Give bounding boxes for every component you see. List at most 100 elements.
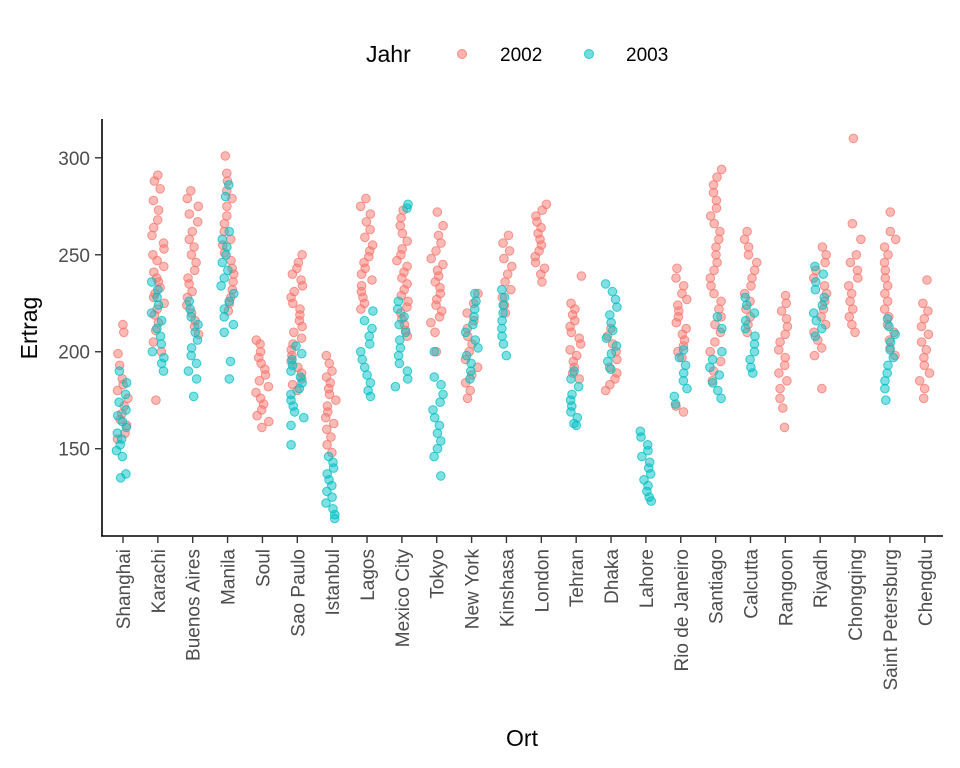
data-point — [426, 317, 436, 328]
data-point — [819, 281, 830, 291]
data-point — [846, 288, 857, 299]
data-point — [435, 397, 445, 408]
data-point — [571, 420, 582, 431]
data-point — [111, 445, 122, 456]
data-point — [711, 250, 721, 260]
data-point — [775, 383, 785, 394]
data-point — [817, 383, 827, 394]
x-tick-label: Santiago — [707, 549, 728, 624]
data-point — [536, 269, 546, 280]
data-point — [707, 354, 718, 365]
data-point — [361, 193, 371, 204]
data-point — [152, 255, 162, 266]
data-point — [432, 443, 443, 454]
data-point — [219, 327, 229, 338]
data-point — [291, 341, 301, 351]
data-point — [740, 323, 751, 334]
data-point — [297, 281, 308, 291]
data-point — [850, 327, 860, 338]
data-point — [191, 358, 202, 369]
data-point — [885, 337, 896, 347]
data-point — [184, 234, 195, 245]
data-point — [159, 261, 169, 272]
data-point — [148, 195, 159, 206]
data-point — [397, 228, 408, 239]
data-point — [636, 432, 646, 442]
data-point — [537, 205, 548, 215]
data-point — [743, 250, 754, 260]
data-point — [225, 356, 236, 367]
data-point — [357, 354, 368, 365]
data-point — [156, 339, 167, 349]
data-point — [816, 343, 827, 353]
data-point — [671, 317, 682, 328]
data-point — [159, 244, 169, 254]
data-point — [716, 164, 727, 175]
data-point — [361, 217, 372, 227]
data-point — [781, 298, 792, 309]
data-point — [289, 327, 299, 338]
y-tick-label: 200 — [58, 343, 90, 364]
data-point — [810, 331, 821, 342]
data-point — [220, 151, 231, 161]
data-point — [919, 360, 930, 371]
data-point — [712, 172, 722, 182]
data-point — [114, 366, 125, 376]
data-point — [192, 217, 203, 227]
x-axis-ticks: Shanghai Karachi Buenos Aires Manila Soul Sao… — [114, 536, 937, 691]
data-point — [820, 257, 830, 268]
x-tick-label: Lahore — [637, 549, 658, 608]
data-point — [503, 230, 514, 241]
data-point — [774, 345, 784, 355]
data-point — [294, 383, 305, 394]
x-tick-label: Istanbul — [323, 549, 344, 616]
data-point — [434, 420, 445, 431]
data-point — [184, 209, 195, 219]
data-point — [880, 383, 890, 394]
data-point — [429, 372, 440, 382]
data-point — [680, 360, 691, 371]
data-point — [780, 329, 791, 340]
data-point — [113, 348, 123, 359]
x-tick-label: Tokyo — [428, 549, 449, 599]
data-point — [322, 440, 332, 450]
data-point — [429, 451, 439, 462]
data-point — [152, 323, 162, 334]
data-point — [637, 451, 647, 462]
data-point — [189, 265, 200, 276]
data-point — [575, 339, 586, 349]
data-point — [612, 302, 622, 312]
data-point — [466, 366, 476, 376]
x-tick-label: Mexico City — [393, 549, 414, 648]
y-tick-label: 150 — [58, 440, 90, 461]
x-tick-label: Manila — [219, 549, 240, 605]
data-point — [430, 327, 440, 338]
data-point — [746, 281, 756, 291]
data-point — [392, 255, 402, 266]
data-point — [222, 242, 232, 252]
data-point — [156, 315, 167, 326]
data-point — [709, 265, 719, 276]
data-point — [394, 358, 405, 369]
data-point — [506, 284, 516, 295]
data-point — [286, 440, 296, 450]
data-point — [924, 368, 935, 378]
data-point — [431, 246, 441, 256]
data-point — [434, 312, 445, 322]
data-point — [148, 337, 159, 347]
data-point — [119, 327, 129, 338]
data-point — [643, 445, 653, 456]
data-point — [428, 405, 438, 415]
data-point — [717, 346, 727, 357]
data-point — [297, 250, 307, 260]
y-tick-label: 300 — [58, 149, 90, 170]
data-point — [219, 312, 229, 322]
data-point — [397, 273, 407, 283]
data-point — [191, 257, 201, 268]
data-point — [923, 306, 933, 316]
data-point — [705, 211, 716, 221]
data-point — [359, 315, 370, 326]
data-point — [146, 277, 157, 287]
data-point — [682, 294, 692, 305]
x-tick-label: Rio de Janeiro — [672, 549, 693, 672]
